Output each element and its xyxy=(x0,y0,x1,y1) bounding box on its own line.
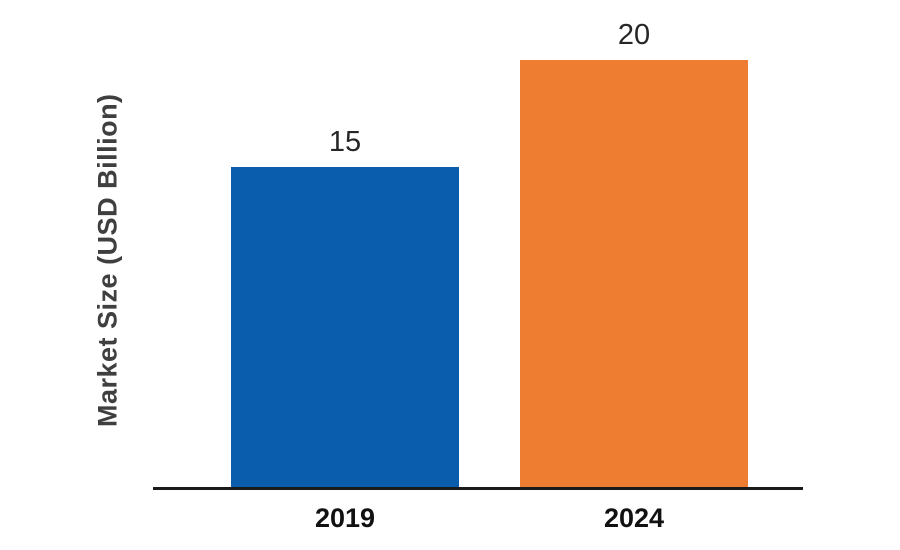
x-tick-label-2024: 2024 xyxy=(603,503,665,533)
plot-area: 15 20 xyxy=(153,0,803,490)
value-label-2019: 15 xyxy=(328,126,362,158)
bar-2024 xyxy=(520,60,748,487)
value-label-2024: 20 xyxy=(617,19,651,51)
bar-2019 xyxy=(231,167,459,487)
x-tick-label-2019: 2019 xyxy=(314,503,376,533)
y-axis-label: Market Size (USD Billion) xyxy=(92,93,123,427)
bar-group-2019: 15 xyxy=(231,128,459,487)
bar-group-2024: 20 xyxy=(520,21,748,487)
